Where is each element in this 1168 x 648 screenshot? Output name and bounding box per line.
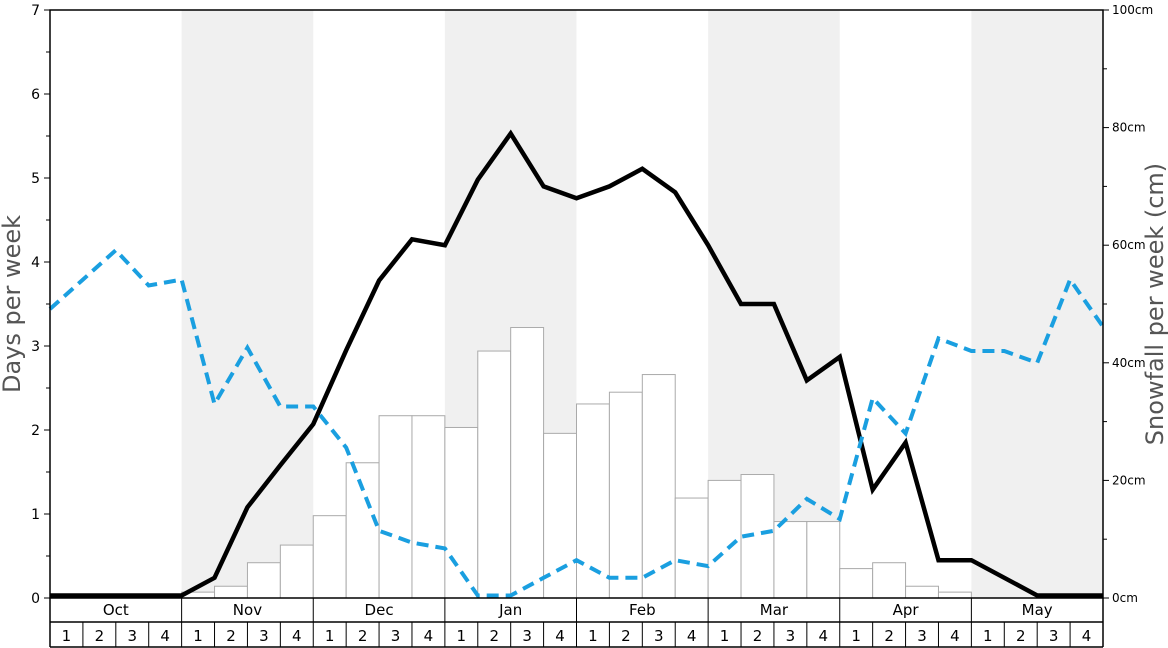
- left-tick-label: 3: [31, 339, 40, 355]
- month-shading: [181, 10, 1103, 598]
- left-tick-label: 1: [31, 507, 40, 523]
- snowfall-bars: [181, 327, 972, 599]
- snowfall-bar: [608, 391, 643, 599]
- week-row: 1 2 3 4 1 2 3 4 1 2 3 4 1 2 3 4 1 2 3 4 1 2 3 4 1 2 3 4 1 2 3 4: [50, 622, 1103, 648]
- right-tick-label: 60cm: [1112, 238, 1146, 252]
- right-tick-label: 100cm: [1112, 3, 1153, 17]
- week-label: 2: [226, 627, 236, 645]
- week-label: 1: [457, 627, 467, 645]
- shade-may: [971, 10, 1103, 598]
- week-label: 4: [424, 627, 434, 645]
- snowfall-bar: [674, 497, 709, 599]
- solid-line: [50, 129, 1103, 598]
- snowfall-bar: [806, 521, 841, 599]
- week-label: 1: [983, 627, 993, 645]
- snowfall-bar: [905, 585, 939, 599]
- week-label: 4: [555, 627, 565, 645]
- left-tick-label: 4: [31, 255, 40, 271]
- week-label: 2: [753, 627, 763, 645]
- week-label: 3: [786, 627, 796, 645]
- week-label: 1: [325, 627, 335, 645]
- snowfall-bar: [411, 415, 446, 599]
- dashed-line: [48, 247, 1105, 598]
- right-tick-label: 40cm: [1112, 356, 1146, 370]
- month-label-jan: Jan: [498, 601, 522, 619]
- week-label: 2: [489, 627, 499, 645]
- month-label-nov: Nov: [233, 601, 262, 619]
- month-label-mar: Mar: [760, 601, 789, 619]
- month-label-apr: Apr: [893, 601, 920, 619]
- left-tick-label: 0: [31, 591, 40, 607]
- week-label: 1: [62, 627, 72, 645]
- week-label: 4: [292, 627, 302, 645]
- right-tick-label: 80cm: [1112, 121, 1146, 135]
- left-tick-label: 6: [31, 87, 40, 103]
- month-label-oct: Oct: [103, 601, 129, 619]
- axes: 0 1 2 3 4 5 6 7 0cm 20cm 40cm 60cm 80cm 100cm: [31, 3, 1153, 607]
- week-label: 2: [621, 627, 631, 645]
- month-label-dec: Dec: [365, 601, 394, 619]
- snowfall-bar: [246, 562, 281, 599]
- week-label: 4: [1082, 627, 1092, 645]
- week-label: 3: [127, 627, 137, 645]
- week-label: 2: [884, 627, 894, 645]
- month-label-feb: Feb: [629, 601, 656, 619]
- day-lines: [48, 129, 1105, 598]
- week-label: 1: [720, 627, 730, 645]
- snowfall-bar: [872, 562, 907, 599]
- left-tick-label: 5: [31, 171, 40, 187]
- week-label: 2: [1016, 627, 1026, 645]
- left-tick-label: 7: [31, 3, 40, 19]
- right-tick-label: 20cm: [1112, 473, 1146, 487]
- month-label-may: May: [1022, 601, 1053, 619]
- week-label: 4: [687, 627, 697, 645]
- snowfall-bar: [214, 585, 248, 599]
- snowfall-bar: [345, 462, 380, 599]
- shade-nov: [181, 10, 314, 598]
- week-label: 4: [950, 627, 960, 645]
- week-label: 3: [654, 627, 664, 645]
- week-label: 2: [95, 627, 105, 645]
- snowfall-bar: [576, 403, 610, 599]
- week-label: 4: [819, 627, 829, 645]
- week-label: 3: [391, 627, 401, 645]
- week-label: 3: [1049, 627, 1059, 645]
- week-label: 3: [522, 627, 532, 645]
- snowfall-bar: [477, 350, 512, 599]
- y-axis-right-label: Snowfall per week (cm): [1141, 163, 1168, 445]
- snowfall-bar: [510, 327, 545, 599]
- snowfall-bar: [937, 591, 972, 599]
- left-tick-label: 2: [31, 423, 40, 439]
- snowfall-bar: [773, 521, 808, 599]
- snowfall-bar: [279, 544, 314, 599]
- week-label: 1: [588, 627, 598, 645]
- week-label: 2: [358, 627, 368, 645]
- week-label: 4: [160, 627, 170, 645]
- y-axis-left-label: Days per week: [0, 215, 26, 393]
- snowfall-bar: [641, 374, 676, 599]
- right-tick-label: 0cm: [1112, 591, 1138, 605]
- week-label: 3: [259, 627, 269, 645]
- snowfall-bar: [378, 415, 413, 599]
- week-label: 3: [917, 627, 927, 645]
- snowfall-bar: [312, 515, 347, 599]
- week-label: 1: [851, 627, 861, 645]
- snowfall-bar: [839, 568, 874, 599]
- week-label: 1: [193, 627, 203, 645]
- snowfall-bar: [707, 479, 742, 599]
